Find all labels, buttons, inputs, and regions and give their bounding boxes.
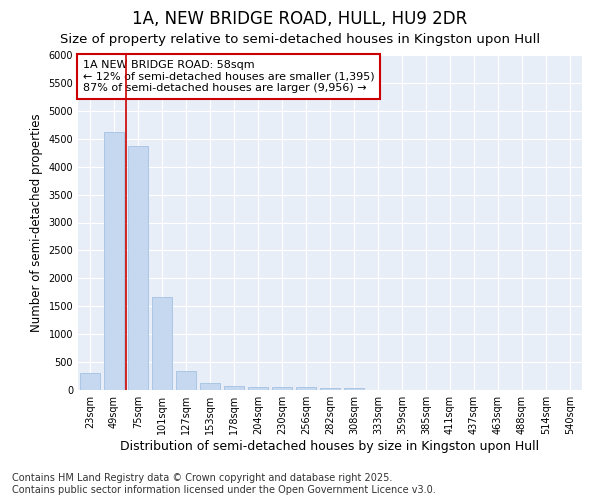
- Bar: [104, 132, 124, 390]
- Bar: [80, 373, 100, 390]
- Bar: [128, 146, 148, 390]
- Bar: [176, 371, 196, 390]
- Text: 1A, NEW BRIDGE ROAD, HULL, HU9 2DR: 1A, NEW BRIDGE ROAD, HULL, HU9 2DR: [133, 10, 467, 28]
- Y-axis label: Number of semi-detached properties: Number of semi-detached properties: [30, 113, 43, 332]
- Bar: [344, 388, 364, 390]
- Bar: [152, 298, 172, 390]
- Text: Size of property relative to semi-detached houses in Kingston upon Hull: Size of property relative to semi-detach…: [60, 32, 540, 46]
- Bar: [296, 388, 316, 390]
- Bar: [320, 388, 340, 390]
- Bar: [248, 387, 268, 390]
- X-axis label: Distribution of semi-detached houses by size in Kingston upon Hull: Distribution of semi-detached houses by …: [121, 440, 539, 453]
- Text: Contains HM Land Registry data © Crown copyright and database right 2025.
Contai: Contains HM Land Registry data © Crown c…: [12, 474, 436, 495]
- Bar: [224, 386, 244, 390]
- Bar: [272, 387, 292, 390]
- Bar: [200, 382, 220, 390]
- Text: 1A NEW BRIDGE ROAD: 58sqm
← 12% of semi-detached houses are smaller (1,395)
87% : 1A NEW BRIDGE ROAD: 58sqm ← 12% of semi-…: [83, 60, 374, 93]
